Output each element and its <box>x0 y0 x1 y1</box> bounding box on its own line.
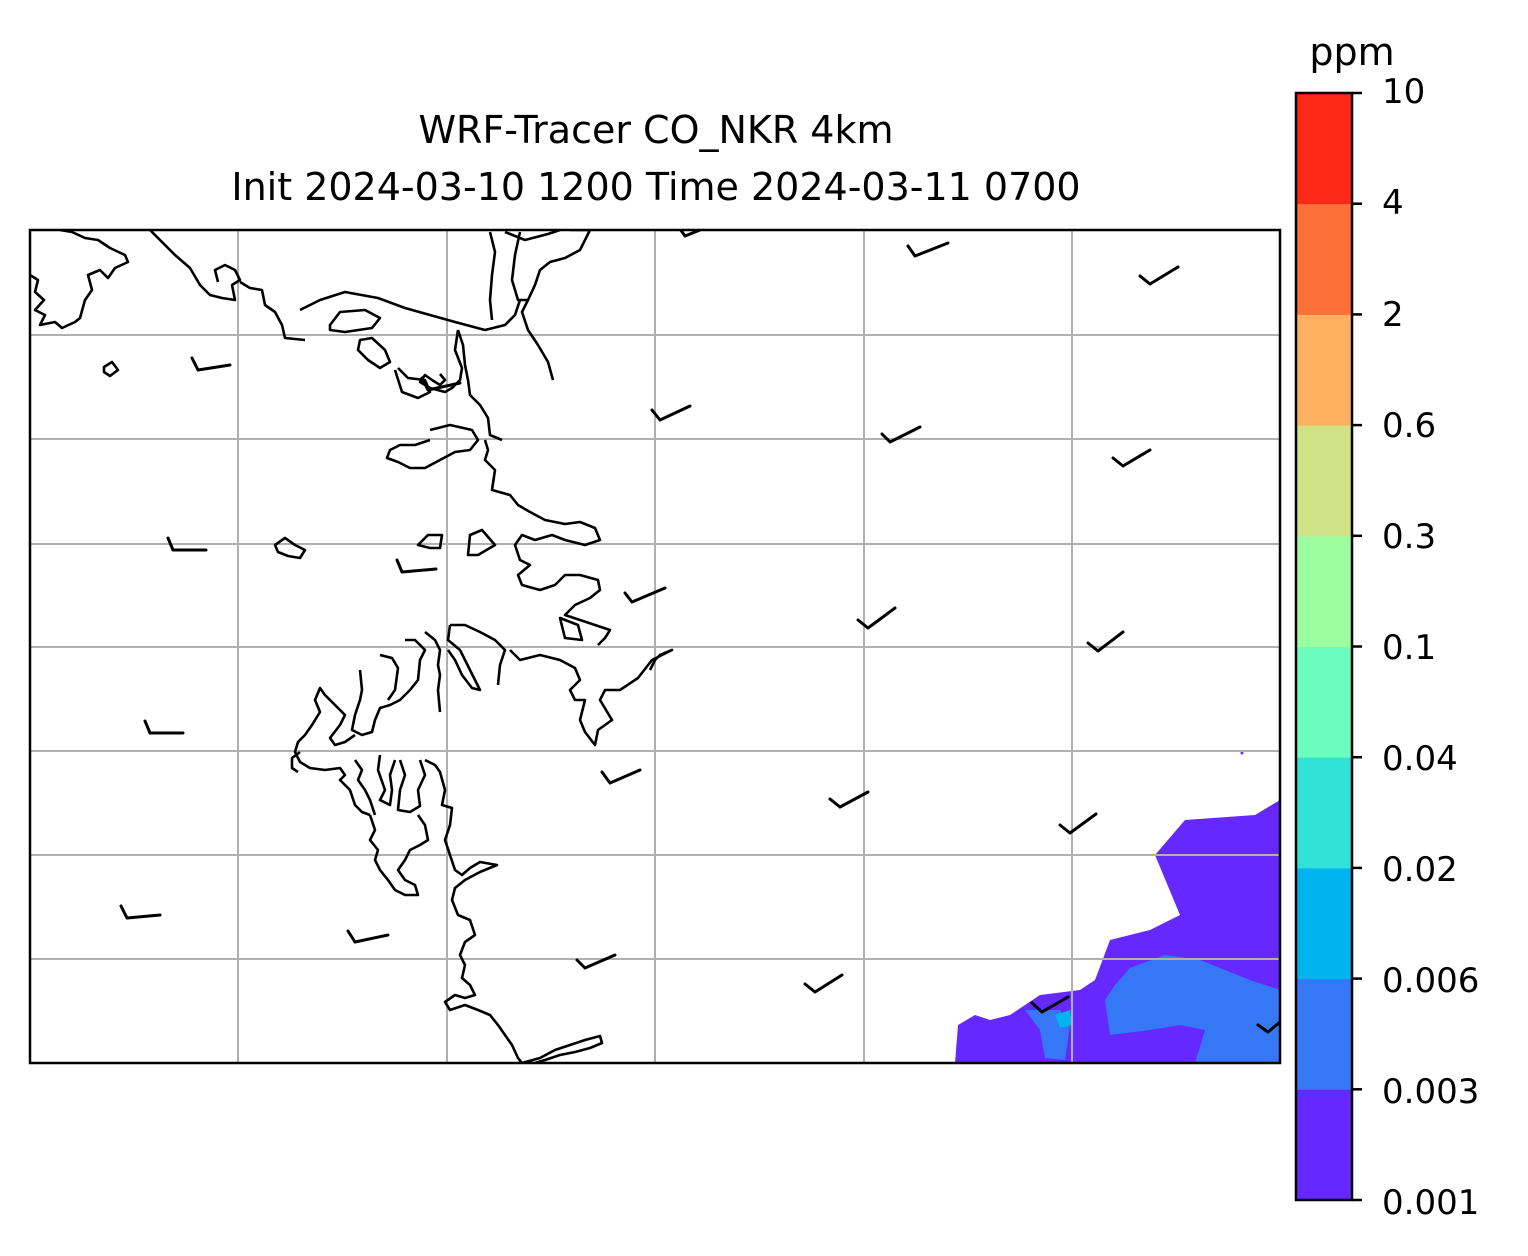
colorbar-tick-label: 10 <box>1382 72 1426 112</box>
colorbar-segment <box>1296 314 1352 426</box>
wind-barb <box>143 719 185 735</box>
coastline-northwest <box>30 230 130 330</box>
map-frame <box>28 228 1282 1065</box>
colorbar-tick-label: 0.04 <box>1382 739 1458 779</box>
wind-barb <box>1111 448 1152 468</box>
wind-barb <box>880 425 922 444</box>
wind-barb <box>420 376 462 392</box>
contour-level-0.003 <box>1025 955 1280 1063</box>
contour-level-0.006 <box>1055 1010 1072 1028</box>
colorbar-tick-label: 4 <box>1382 183 1404 223</box>
colorbar-tick-label: 0.1 <box>1382 628 1437 668</box>
map-title-line2: Init 2024-03-10 1200 Time 2024-03-11 070… <box>231 165 1081 209</box>
wind-barb <box>623 586 667 604</box>
colorbar-segment <box>1296 425 1352 537</box>
map-title-line1: WRF-Tracer CO_NKR 4km <box>418 108 894 152</box>
coastline-island-c <box>558 616 584 642</box>
coastline-island-small <box>102 360 120 378</box>
contour-speck <box>1240 751 1244 755</box>
wind-barbs <box>119 230 1280 1034</box>
colorbar-tick-label: 0.006 <box>1382 961 1480 1001</box>
coastline-southwest <box>290 686 524 1063</box>
coastline-central <box>385 423 612 646</box>
colorbar-segment <box>1296 1089 1352 1201</box>
wind-barb <box>856 606 897 630</box>
colorbar <box>1294 91 1362 1202</box>
colorbar-segment <box>1296 535 1352 647</box>
coastlines <box>30 230 674 1063</box>
colorbar-segment <box>1296 203 1352 315</box>
coastline-peninsula <box>356 336 432 400</box>
colorbar-tick-label: 0.001 <box>1382 1183 1480 1223</box>
coastline-spit <box>521 1034 604 1063</box>
wind-barb <box>575 953 617 970</box>
wind-barb <box>190 356 232 372</box>
wind-barb <box>1086 630 1125 653</box>
map-plot-area <box>30 230 1280 1063</box>
colorbar-tick-label: 0.003 <box>1382 1072 1480 1112</box>
wind-barb <box>906 241 950 258</box>
tracer-contour-fill <box>955 751 1280 1063</box>
coastline-island-a <box>273 536 307 560</box>
colorbar-tick-label: 0.6 <box>1382 406 1437 446</box>
wind-barb <box>1138 265 1180 286</box>
wind-barb <box>600 768 642 785</box>
colorbar-segment <box>1296 93 1352 205</box>
wind-barb <box>650 404 692 422</box>
wind-barb <box>395 558 438 574</box>
coastline-island-b <box>416 528 497 557</box>
coastline-south-bay <box>350 623 674 747</box>
colorbar-tick-label: 0.02 <box>1382 850 1458 890</box>
gridlines <box>30 230 1280 1063</box>
colorbar-segment <box>1296 757 1352 869</box>
coastline-north <box>149 230 522 342</box>
colorbar-segment <box>1296 646 1352 758</box>
wind-barb <box>828 790 870 809</box>
colorbar-tick-label: 2 <box>1382 295 1404 335</box>
colorbar-units-label: ppm <box>1309 30 1395 74</box>
colorbar-segment <box>1296 978 1352 1090</box>
wind-barb <box>803 973 844 994</box>
colorbar-segment <box>1296 867 1352 980</box>
coastline-west-lagoon <box>368 814 430 897</box>
wind-barb <box>119 904 162 920</box>
wind-barb <box>1058 812 1098 835</box>
wind-barb <box>346 929 390 944</box>
wind-barb <box>1030 995 1070 1014</box>
wind-barb <box>1256 1020 1280 1034</box>
colorbar-tick-label: 0.3 <box>1382 517 1437 557</box>
wind-barb <box>166 536 208 552</box>
coastline-inlet <box>418 230 592 442</box>
